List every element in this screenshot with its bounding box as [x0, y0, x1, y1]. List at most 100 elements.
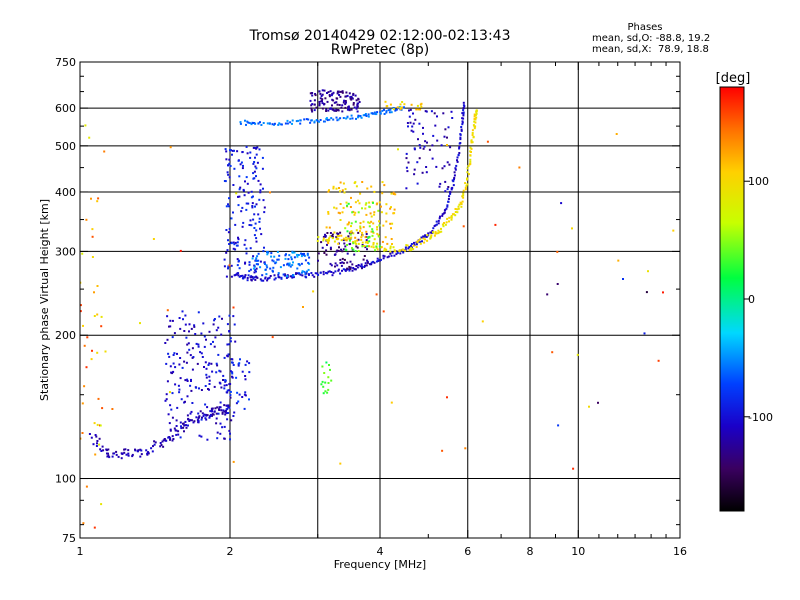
F-O-trace-point: [274, 277, 277, 280]
E-cusp-spread-point: [234, 340, 237, 343]
top-blob-point: [326, 92, 328, 94]
top-blob-point: [311, 110, 314, 113]
F-purple-spread-point: [349, 260, 352, 263]
top-trace-point: [291, 119, 294, 122]
E-cusp-spread-point: [169, 404, 172, 407]
F-X-spread-point: [378, 201, 381, 204]
lower-E-trace-point: [182, 426, 185, 429]
E-cusp-spread-point: [212, 323, 215, 326]
F-purple-spread-point: [329, 232, 332, 234]
noise-scatter-point: [302, 306, 304, 308]
F-X-trace-point: [417, 239, 420, 242]
F-O-trace-point: [462, 109, 465, 112]
top-trace-point: [335, 116, 338, 119]
lower-E-trace-point: [183, 424, 186, 427]
top-blob-point: [328, 95, 331, 98]
E-cusp-spread-point: [214, 336, 217, 339]
F-X-green-spread-point: [347, 202, 350, 205]
F-O-trace-point: [237, 274, 240, 277]
F-X-trace-point: [470, 147, 473, 150]
E-cusp-spread-point: [232, 315, 235, 318]
E-cusp-spread-point: [217, 353, 220, 356]
E-cusp-spread-point: [188, 330, 190, 333]
F-O-trace-point: [453, 176, 456, 179]
upper-right-blue-point: [418, 144, 421, 147]
noise-scatter-point: [446, 396, 448, 399]
E-cusp-spread-point: [167, 352, 170, 355]
top-blob-point: [357, 97, 360, 100]
E-cusp-spread-point: [213, 318, 216, 320]
F-low-spread-point: [238, 175, 241, 178]
E-cusp-spread-point: [203, 335, 206, 338]
lower-E-trace-point: [201, 416, 203, 419]
F-O-trace-point: [421, 240, 423, 243]
lower-E-trace-point: [115, 450, 118, 453]
F-X-trace-point: [383, 247, 386, 250]
F-low-spread-point: [237, 236, 239, 239]
E-cusp-spread-point: [213, 319, 216, 322]
F-low-spread-point: [259, 183, 262, 186]
F-mid-spread-point: [251, 257, 254, 260]
F-mid-spread-point: [303, 270, 306, 273]
F-O-trace-point: [253, 276, 256, 279]
F-purple-spread-point: [342, 239, 345, 242]
top-trace-point: [367, 113, 370, 116]
F-low-spread-point: [258, 148, 261, 151]
F-X-green-spread-point: [378, 245, 381, 248]
F-X-spread-point: [353, 213, 356, 216]
F-X-green-spread-point: [357, 211, 360, 214]
F-low-spread-point: [227, 239, 229, 242]
E-cusp-spread-point: [184, 314, 187, 317]
lower-E-trace-point: [218, 409, 221, 411]
F-X-trace-point: [416, 241, 419, 244]
F-low-spread-point: [242, 164, 244, 167]
F-low-spread-point: [253, 213, 256, 216]
upper-right-blue-point: [411, 125, 414, 128]
F-low-spread-point: [229, 149, 231, 152]
upper-right-blue-point: [416, 161, 419, 164]
noise-scatter-point: [169, 391, 171, 394]
F-low-spread-point: [259, 227, 261, 230]
E-cusp-spread-point: [178, 363, 181, 366]
E-edge-spread-point: [229, 394, 232, 397]
upper-right-blue-point: [446, 161, 449, 164]
E-cusp-spread-point: [187, 424, 189, 427]
noise-near-1MHz-point: [83, 385, 86, 388]
E-edge-spread-point: [225, 384, 228, 387]
F-X-green-spread-point: [367, 236, 370, 239]
F-X-spread-point: [358, 202, 361, 205]
noise-scatter-point: [96, 285, 99, 287]
E-cusp-spread-point: [165, 398, 168, 401]
F-O-trace-point: [460, 129, 463, 132]
E-cusp-spread-point: [227, 353, 230, 356]
F-O-trace-point: [299, 273, 302, 276]
lower-E-trace-point: [127, 449, 130, 452]
top-trace-point: [332, 118, 335, 121]
F-X-trace-point: [412, 248, 415, 251]
F-O-trace-point: [289, 275, 292, 278]
F-X-trace-point: [451, 213, 454, 216]
top-trace-point: [286, 122, 289, 125]
F-purple-spread-point: [329, 248, 332, 251]
lower-E-trace-point: [146, 453, 149, 456]
F-low-spread-point: [255, 153, 258, 156]
F-X-green-spread-point: [368, 235, 371, 238]
lower-E-trace-point: [198, 415, 201, 418]
noise-scatter-point: [441, 449, 444, 452]
F-X-green-spread-point: [346, 230, 349, 233]
lower-E-trace-point: [124, 448, 127, 451]
F-purple-spread-point: [348, 265, 351, 268]
upper-right-blue-point: [444, 190, 447, 193]
F-X-spread-point: [389, 207, 392, 210]
upper-right-blue-point: [424, 140, 427, 143]
F-low-spread-point: [234, 223, 237, 226]
F-O-trace-point: [344, 268, 347, 271]
F-X-spread-point: [362, 226, 365, 229]
F-X-spread-point: [370, 185, 373, 188]
top-trace-point: [239, 122, 242, 125]
F-low-spread-point: [232, 241, 235, 244]
F-purple-spread-point: [343, 258, 346, 261]
top-blob-point: [346, 94, 349, 97]
lower-E-trace-point: [220, 409, 223, 412]
F-X-green-spread-point: [361, 207, 363, 210]
